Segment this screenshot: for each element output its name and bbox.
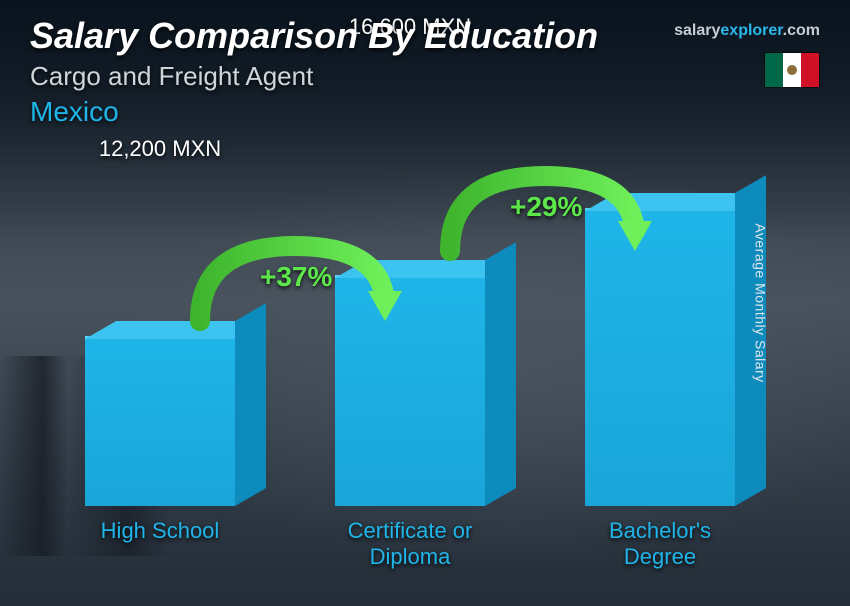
- brand-part1: salary: [674, 22, 720, 39]
- bar: [85, 336, 235, 506]
- flag-icon: [764, 52, 820, 88]
- bar-label: Certificate or Diploma: [330, 518, 490, 571]
- flag-stripe-green: [765, 53, 783, 87]
- brand-logo: salaryexplorer.com: [674, 22, 820, 40]
- increase-arrow: +37%: [180, 226, 410, 346]
- increase-percent: +37%: [260, 261, 332, 293]
- increase-arrow: +29%: [430, 156, 660, 276]
- y-axis-label: Average Monthly Salary: [752, 223, 768, 382]
- bar-label: Bachelor's Degree: [580, 518, 740, 571]
- flag-stripe-white: [783, 53, 801, 87]
- brand-part3: .com: [783, 22, 820, 39]
- page-subtitle: Cargo and Freight Agent: [30, 61, 820, 92]
- page-country: Mexico: [30, 96, 820, 128]
- salary-chart: 12,200 MXN High School 16,600 MXN Certif…: [50, 126, 790, 576]
- brand-part2: explorer: [720, 22, 782, 39]
- bar-label: High School: [80, 518, 240, 544]
- flag-stripe-red: [801, 53, 819, 87]
- bar-group: 12,200 MXN High School: [80, 336, 240, 506]
- bar-value: 12,200 MXN: [60, 136, 260, 162]
- increase-percent: +29%: [510, 191, 582, 223]
